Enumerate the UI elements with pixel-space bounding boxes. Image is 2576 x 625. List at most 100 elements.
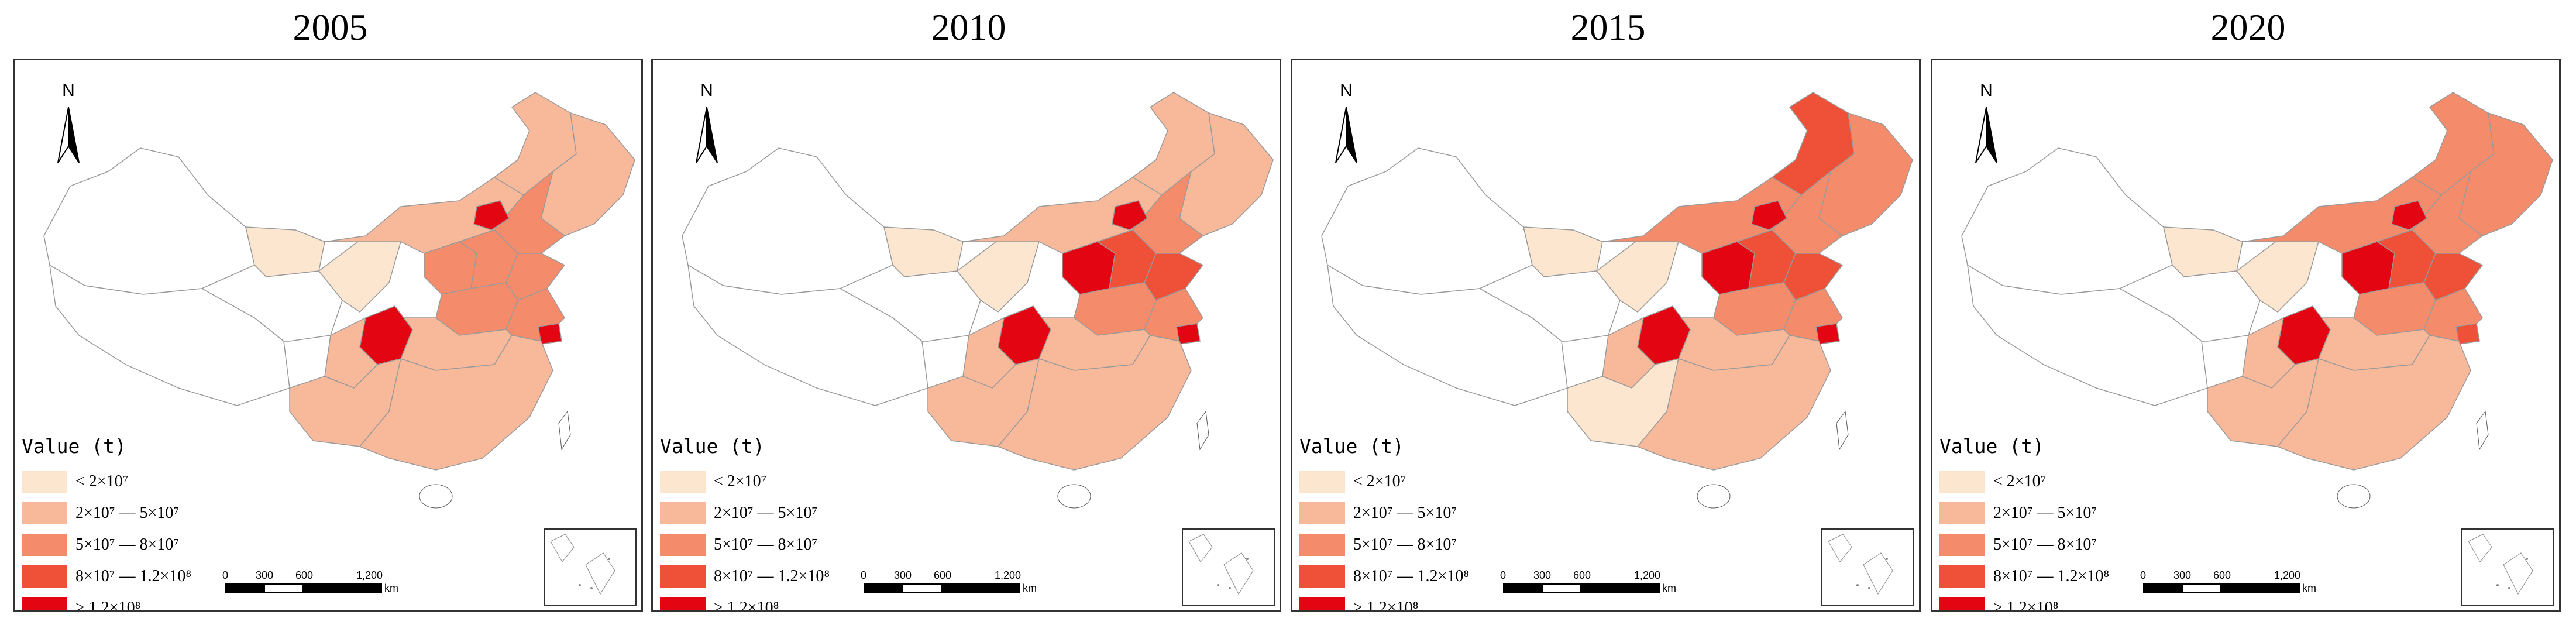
region-hainan — [1057, 484, 1091, 509]
scale-tick: 600 — [1573, 569, 1591, 581]
region-qinghai — [839, 265, 981, 342]
panel-title: 2015 — [1570, 6, 1646, 48]
legend-item: 5×10⁷ — 8×10⁷ — [1939, 529, 2197, 561]
legend-swatch — [1939, 534, 1985, 556]
china-map — [682, 92, 1274, 509]
legend-item: 8×10⁷ — 1.2×10⁸ — [1299, 561, 1557, 592]
china-map — [1321, 92, 1913, 509]
panel-title: 2005 — [293, 6, 368, 48]
legend-label: < 2×10⁷ — [714, 472, 767, 490]
legend: Value (t) < 2×10⁷ 2×10⁷ — 5×10⁷ 5×10⁷ — … — [660, 435, 917, 612]
scale-unit: km — [2302, 582, 2316, 594]
scale-tick: 1,200 — [2274, 569, 2301, 581]
south-china-sea-inset — [1821, 528, 1914, 606]
north-arrow-icon: N — [51, 81, 86, 163]
legend-item: < 2×10⁷ — [660, 466, 917, 497]
region-beijing — [1112, 200, 1148, 231]
legend-label: 5×10⁷ — 8×10⁷ — [1993, 535, 2097, 554]
scale-tick: 600 — [295, 569, 314, 581]
legend-label: > 1.2×10⁸ — [714, 599, 779, 612]
north-arrow-icon: N — [1329, 81, 1364, 163]
legend-swatch — [22, 534, 67, 556]
legend-item: 8×10⁷ — 1.2×10⁸ — [22, 561, 279, 592]
region-hainan — [419, 484, 453, 509]
region-qinghai — [1478, 265, 1621, 342]
legend-item: 8×10⁷ — 1.2×10⁸ — [1939, 561, 2197, 592]
south-china-sea-inset — [544, 528, 637, 606]
region-south — [359, 335, 553, 471]
region-shanghai — [1815, 323, 1840, 345]
legend-item: 5×10⁷ — 8×10⁷ — [1299, 529, 1557, 561]
legend-item: 8×10⁷ — 1.2×10⁸ — [660, 561, 917, 592]
scale-bar: 0 300 600 1,200 km — [2140, 569, 2336, 599]
legend: Value (t) < 2×10⁷ 2×10⁷ — 5×10⁷ 5×10⁷ — … — [1939, 435, 2197, 610]
scale-unit: km — [1023, 582, 1037, 594]
legend-item: > 1.2×10⁸ — [1299, 592, 1557, 610]
legend-label: 5×10⁷ — 8×10⁷ — [714, 535, 818, 554]
scale-tick: 1,200 — [1634, 569, 1661, 581]
legend-label: 8×10⁷ — 1.2×10⁸ — [75, 567, 192, 585]
legend-swatch — [660, 534, 706, 556]
region-hainan — [1697, 484, 1731, 509]
region-shanghai — [538, 323, 562, 345]
panel-title: 2020 — [2210, 6, 2286, 48]
north-arrow-icon: N — [689, 81, 724, 163]
region-taiwan — [2476, 410, 2489, 451]
north-arrow-icon: N — [1969, 81, 2004, 163]
scale-unit: km — [1662, 582, 1676, 594]
region-beijing — [473, 200, 510, 231]
region-xinjiang — [682, 147, 893, 295]
legend-swatch — [1299, 565, 1345, 588]
legend-label: 5×10⁷ — 8×10⁷ — [75, 535, 180, 554]
legend-item: 2×10⁷ — 5×10⁷ — [1299, 497, 1557, 529]
legend-label: > 1.2×10⁸ — [75, 599, 141, 612]
map-frame: N Value (t) < 2×10⁷ 2×10⁷ — 5×10⁷ 5×10⁷ … — [651, 59, 1281, 612]
scale-tick: 0 — [222, 569, 229, 581]
region-south — [997, 335, 1192, 471]
region-taiwan — [1196, 410, 1209, 451]
scale-tick: 300 — [2173, 569, 2192, 581]
legend-swatch — [22, 471, 67, 493]
region-qinghai — [2118, 265, 2261, 342]
north-label: N — [62, 81, 75, 100]
legend-label: 8×10⁷ — 1.2×10⁸ — [714, 567, 830, 585]
region-xinjiang — [1321, 147, 1533, 295]
scale-tick: 300 — [256, 569, 274, 581]
region-hainan — [2337, 484, 2371, 509]
scale-bar: 0 300 600 1,200 km — [1500, 569, 1696, 599]
legend-label: 2×10⁷ — 5×10⁷ — [714, 504, 818, 522]
legend-label: 8×10⁷ — 1.2×10⁸ — [1353, 567, 1470, 585]
scale-tick: 300 — [1533, 569, 1552, 581]
map-frame: N Value (t) < 2×10⁷ 2×10⁷ — 5×10⁷ 5×10⁷ … — [1291, 59, 1921, 612]
panel-title: 2010 — [931, 6, 1006, 48]
north-label: N — [1340, 81, 1353, 100]
legend: Value (t) < 2×10⁷ 2×10⁷ — 5×10⁷ 5×10⁷ — … — [22, 435, 279, 612]
north-label: N — [700, 81, 713, 100]
legend-item: 2×10⁷ — 5×10⁷ — [22, 497, 279, 529]
scale-tick: 600 — [934, 569, 952, 581]
legend-item: < 2×10⁷ — [1299, 466, 1557, 497]
scale-tick: 0 — [2140, 569, 2147, 581]
legend-label: 2×10⁷ — 5×10⁷ — [1353, 504, 1457, 522]
legend-swatch — [660, 565, 706, 588]
region-taiwan — [558, 410, 571, 451]
map-frame: N Value (t) < 2×10⁷ 2×10⁷ — 5×10⁷ 5×10⁷ … — [13, 59, 643, 612]
region-xinjiang — [1961, 147, 2173, 295]
map-frame: N Value (t) < 2×10⁷ 2×10⁷ — 5×10⁷ 5×10⁷ … — [1931, 59, 2561, 612]
legend-swatch — [660, 597, 706, 610]
scale-tick: 0 — [1500, 569, 1507, 581]
legend-label: 2×10⁷ — 5×10⁷ — [75, 504, 180, 522]
legend-title: Value (t) — [22, 435, 126, 458]
legend-title: Value (t) — [1939, 435, 2044, 458]
region-qinghai — [201, 265, 343, 342]
legend-swatch — [22, 597, 67, 610]
map-panel-2020: 2020 N Value (t) < 2×10⁷ 2×10⁷ — 5×10⁷ 5… — [1931, 0, 2565, 625]
scale-bar: 0 300 600 1,200 km — [861, 569, 1057, 599]
china-map — [1961, 92, 2553, 509]
legend-item: 5×10⁷ — 8×10⁷ — [22, 529, 279, 561]
legend-item: < 2×10⁷ — [1939, 466, 2197, 497]
legend-swatch — [22, 502, 67, 524]
scale-unit: km — [384, 582, 398, 594]
map-panel-2005: 2005 N Value (t) < 2×10⁷ 2×10⁷ — 5×10⁷ 5… — [13, 0, 648, 625]
scale-tick: 300 — [894, 569, 912, 581]
